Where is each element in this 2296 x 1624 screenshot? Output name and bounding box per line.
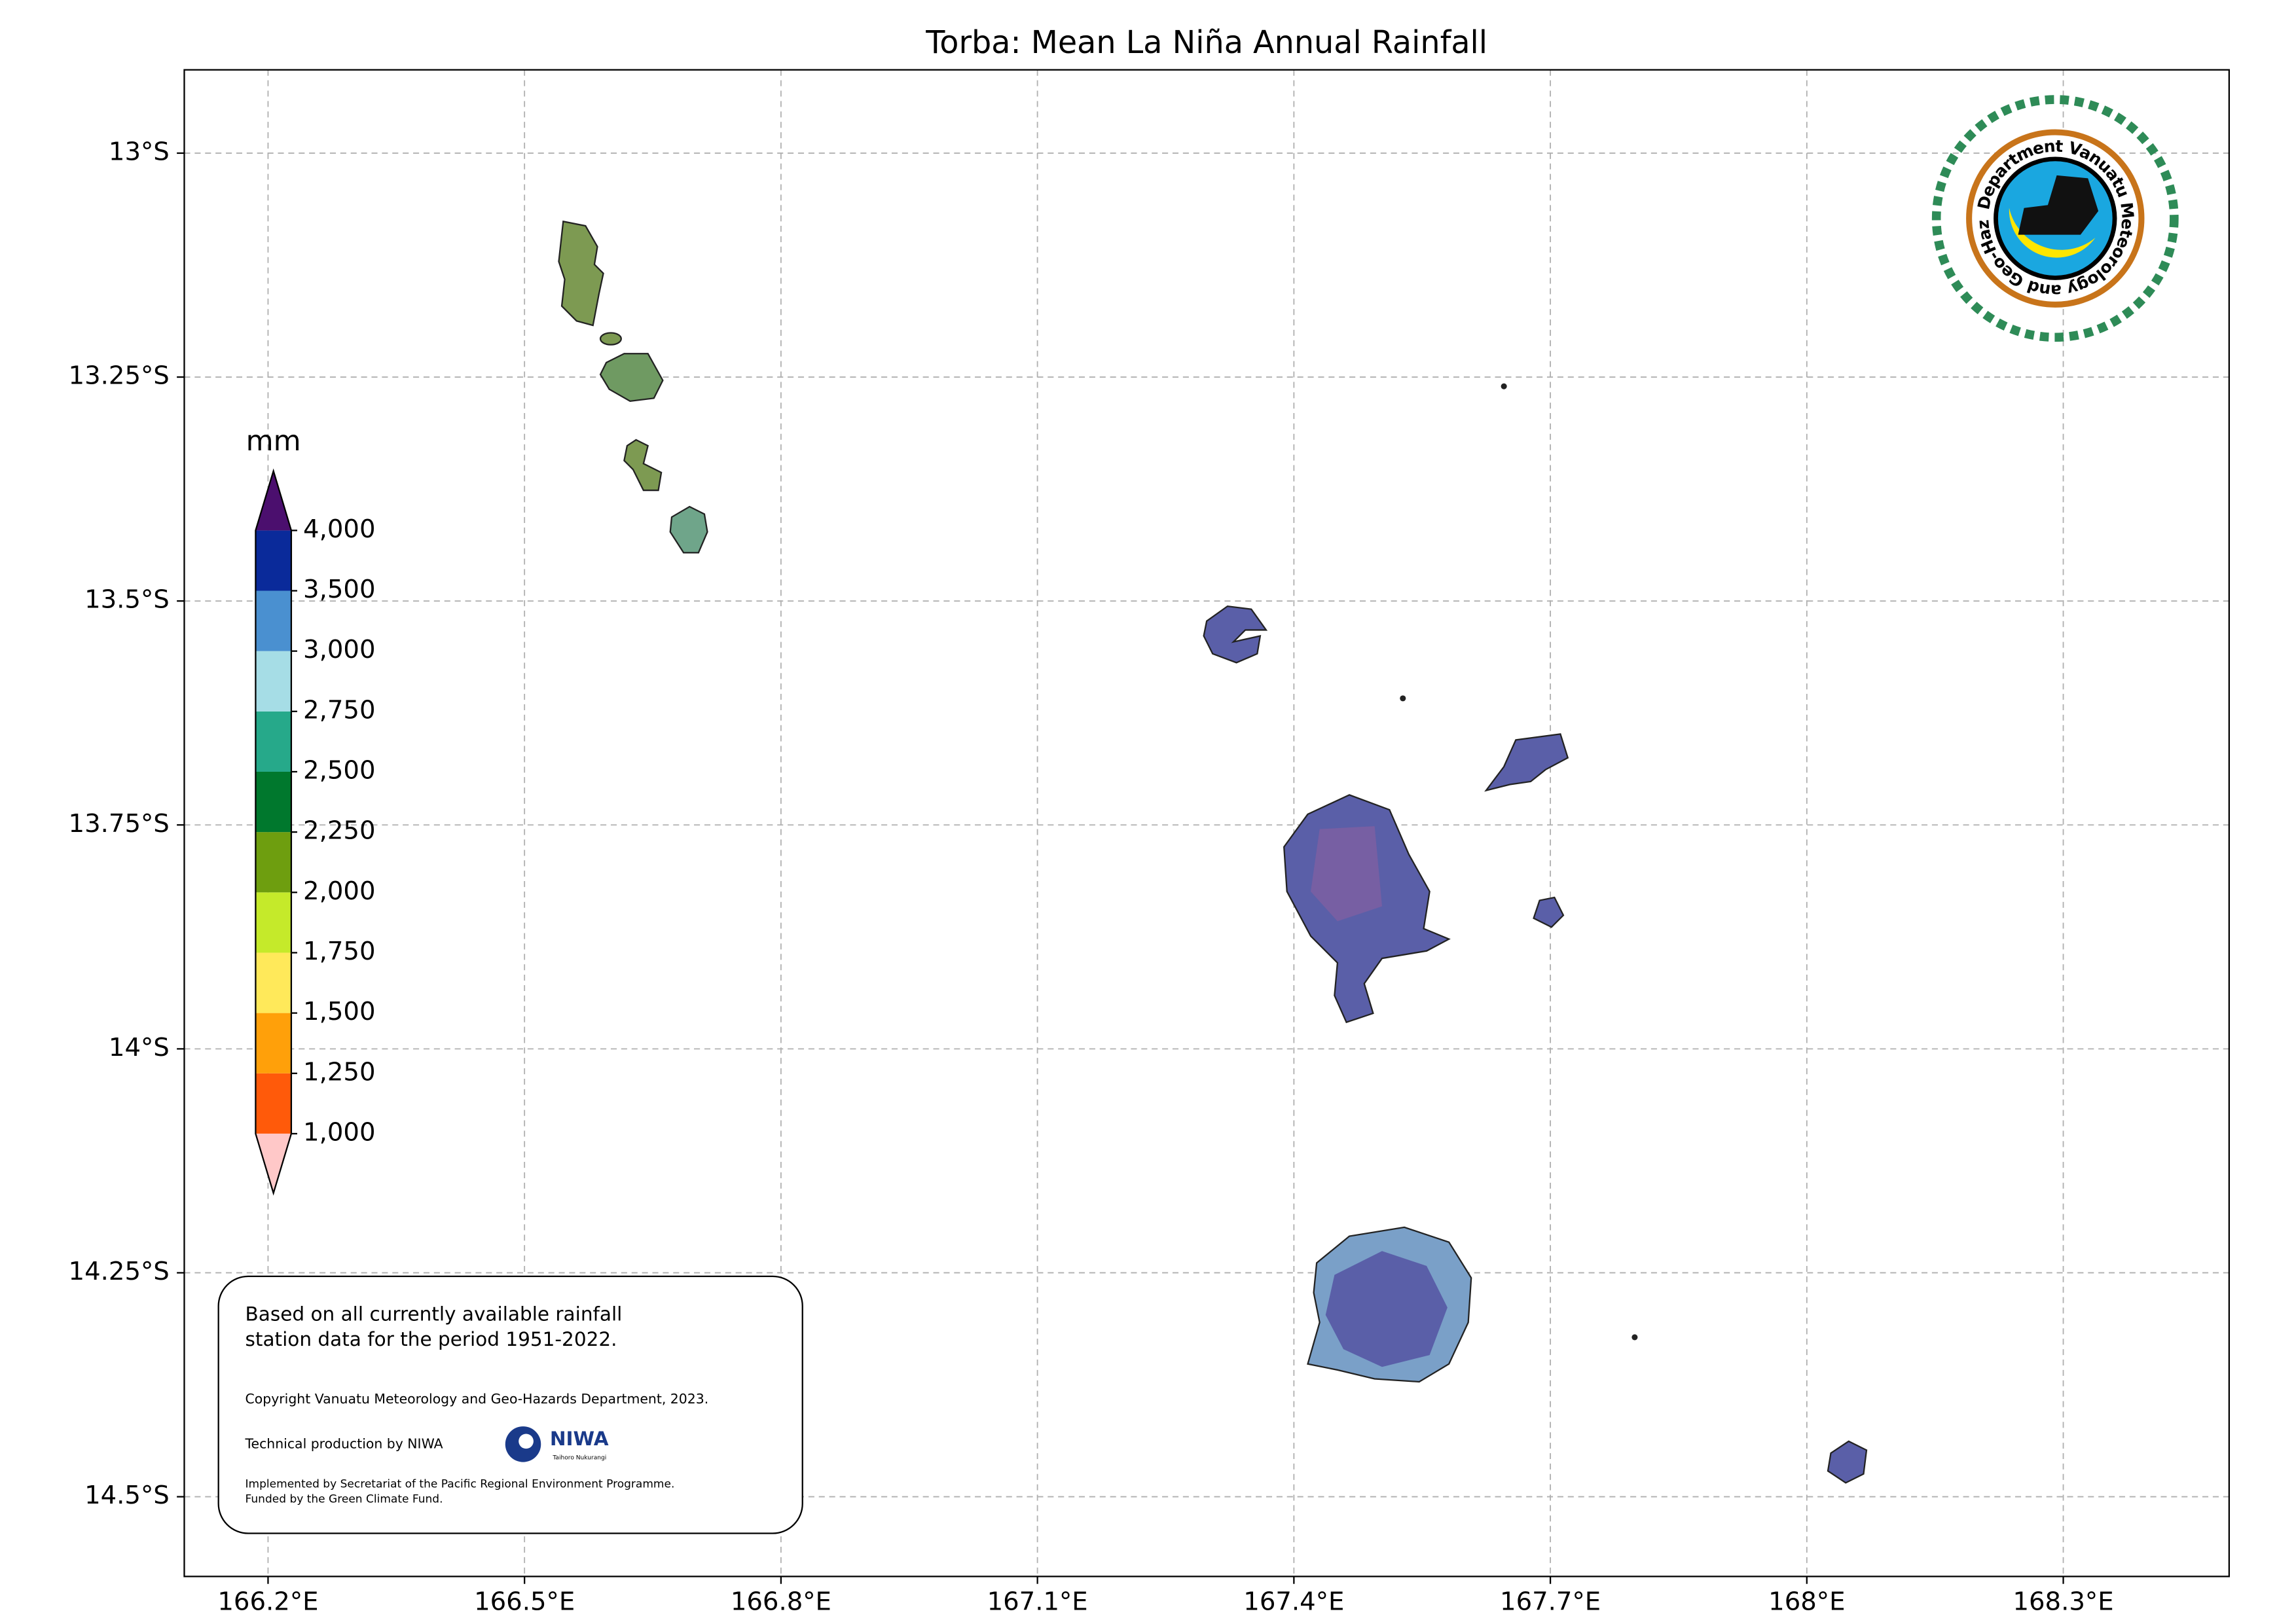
map-title: Torba: Mean La Niña Annual Rainfall <box>925 25 1487 61</box>
note-line: Based on all currently available rainfal… <box>246 1303 623 1325</box>
colorbar-tick-label: 1,750 <box>303 937 375 966</box>
colorbar-bin <box>255 832 291 893</box>
x-tick-label: 166.2°E <box>217 1587 318 1617</box>
grid <box>184 69 2229 1577</box>
island <box>1827 1440 1868 1484</box>
colorbar-tick-label: 2,750 <box>303 695 375 725</box>
logo-cloud <box>2018 175 2099 235</box>
island <box>599 332 622 346</box>
x-tick-label: 167.4°E <box>1243 1587 1344 1617</box>
colorbar-tick-label: 3,000 <box>303 635 375 664</box>
colorbar-bin <box>255 771 291 833</box>
note-frame <box>217 1275 803 1534</box>
map-frame <box>183 69 2230 1578</box>
production: Technical production by NIWA <box>245 1435 443 1451</box>
y-tick-label: 13.25°S <box>69 361 170 391</box>
island-inner <box>1325 1251 1448 1367</box>
y-tick-label: 13°S <box>109 137 170 166</box>
x-tick-label: 166.8°E <box>731 1587 831 1617</box>
island <box>1484 733 1569 792</box>
colorbar-over <box>255 471 291 531</box>
colorbar-label: mm <box>246 425 301 458</box>
island <box>599 353 664 403</box>
x-tick-label: 167.7°E <box>1500 1587 1601 1617</box>
logo-sun <box>2009 208 2096 258</box>
logo-wreath <box>1931 95 2179 342</box>
colorbar-tick-label: 2,500 <box>303 755 375 785</box>
colorbar-bin <box>255 1013 291 1074</box>
colorbar-bin <box>255 590 291 651</box>
x-tick-label: 168.3°E <box>2013 1587 2113 1617</box>
note-line: station data for the period 1951-2022. <box>246 1328 617 1350</box>
islet <box>1400 695 1406 702</box>
colorbar-tick-label: 4,000 <box>303 514 375 544</box>
colorbar-tick-label: 1,000 <box>303 1117 375 1147</box>
y-tick-label: 13.75°S <box>69 809 170 839</box>
island <box>558 220 604 327</box>
colorbar-bin <box>255 1073 291 1134</box>
colorbar-bin <box>255 711 291 772</box>
colorbar-bin <box>255 892 291 953</box>
colorbar: mm 1,000 1,250 1,500 1,750 2,000 2,250 2,500 2,… <box>246 425 376 1196</box>
island-highland <box>1311 826 1383 922</box>
colorbar-tick-label: 2,000 <box>303 876 375 906</box>
island <box>623 439 663 492</box>
y-tick-label: 13.5°S <box>84 585 170 615</box>
funding: Implemented by Secretariat of the Pacifi… <box>246 1478 675 1491</box>
colorbar-under <box>255 1133 291 1193</box>
funding: Funded by the Green Climate Fund. <box>246 1492 443 1506</box>
x-tick-label: 166.5°E <box>474 1587 575 1617</box>
y-tick-label: 14.25°S <box>69 1257 170 1286</box>
colorbar-tick-label: 3,500 <box>303 575 375 604</box>
y-tick-label: 14.5°S <box>84 1481 170 1510</box>
colorbar-bin <box>255 952 291 1013</box>
y-tick-label: 14°S <box>109 1033 170 1062</box>
colorbar-bin <box>255 651 291 712</box>
copyright: Copyright Vanuatu Meteorology and Geo-Ha… <box>246 1391 709 1407</box>
x-tick-label: 168°E <box>1768 1587 1845 1617</box>
x-tick-label: 167.1°E <box>987 1587 1088 1617</box>
niwa-logo-mark-inner <box>519 1434 534 1449</box>
colorbar-tick-label: 1,500 <box>303 997 375 1026</box>
niwa-sub: Taihoro Nukurangi <box>552 1454 606 1461</box>
colorbar-tick-label: 1,250 <box>303 1057 375 1087</box>
island <box>669 505 708 554</box>
islet <box>1501 383 1507 389</box>
islands <box>558 220 1868 1484</box>
note-box: Based on all currently available rainfal… <box>217 1275 803 1534</box>
island <box>1203 605 1268 664</box>
niwa-name: NIWA <box>550 1428 609 1450</box>
islet <box>1631 1334 1638 1341</box>
island <box>1533 896 1565 928</box>
colorbar-tick-label: 2,250 <box>303 816 375 846</box>
colorbar-bin <box>255 530 291 591</box>
